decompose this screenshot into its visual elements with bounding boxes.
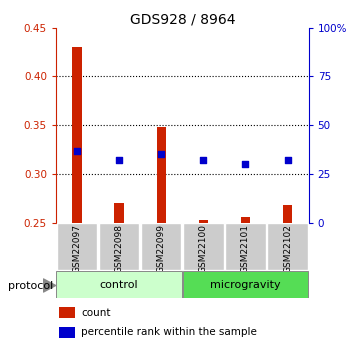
Title: GDS928 / 8964: GDS928 / 8964 (130, 12, 235, 27)
Point (285, 157, 291, 163)
Text: GSM22101: GSM22101 (241, 224, 250, 273)
Text: GSM22102: GSM22102 (283, 224, 292, 273)
Bar (183, 272, 308, 298)
Bar (283, 205, 292, 223)
Bar (141, 223, 182, 270)
Text: percentile rank within the sample: percentile rank within the sample (81, 327, 257, 337)
Text: control: control (100, 280, 138, 289)
Text: GSM22099: GSM22099 (157, 224, 166, 273)
Text: count: count (81, 308, 110, 318)
Text: protocol: protocol (8, 281, 53, 290)
Point (158, 151, 164, 157)
Polygon shape (43, 279, 56, 292)
Bar (157, 127, 166, 223)
Text: GSM22100: GSM22100 (199, 224, 208, 273)
Bar (57, 223, 97, 270)
Bar (225, 223, 266, 270)
Text: GSM22097: GSM22097 (73, 224, 82, 273)
Bar (72, 47, 82, 223)
Bar (56, 272, 182, 298)
Point (243, 161, 248, 167)
Bar (114, 203, 124, 223)
Point (74, 149, 80, 154)
Bar (99, 223, 139, 270)
Bar (241, 217, 250, 223)
Bar (268, 223, 308, 270)
Bar (183, 223, 223, 270)
Text: microgravity: microgravity (210, 280, 281, 289)
Text: GSM22098: GSM22098 (115, 224, 123, 273)
Bar (59, 327, 75, 338)
Bar (199, 220, 208, 223)
Bar (59, 307, 75, 318)
Point (200, 157, 206, 163)
Point (116, 157, 122, 163)
